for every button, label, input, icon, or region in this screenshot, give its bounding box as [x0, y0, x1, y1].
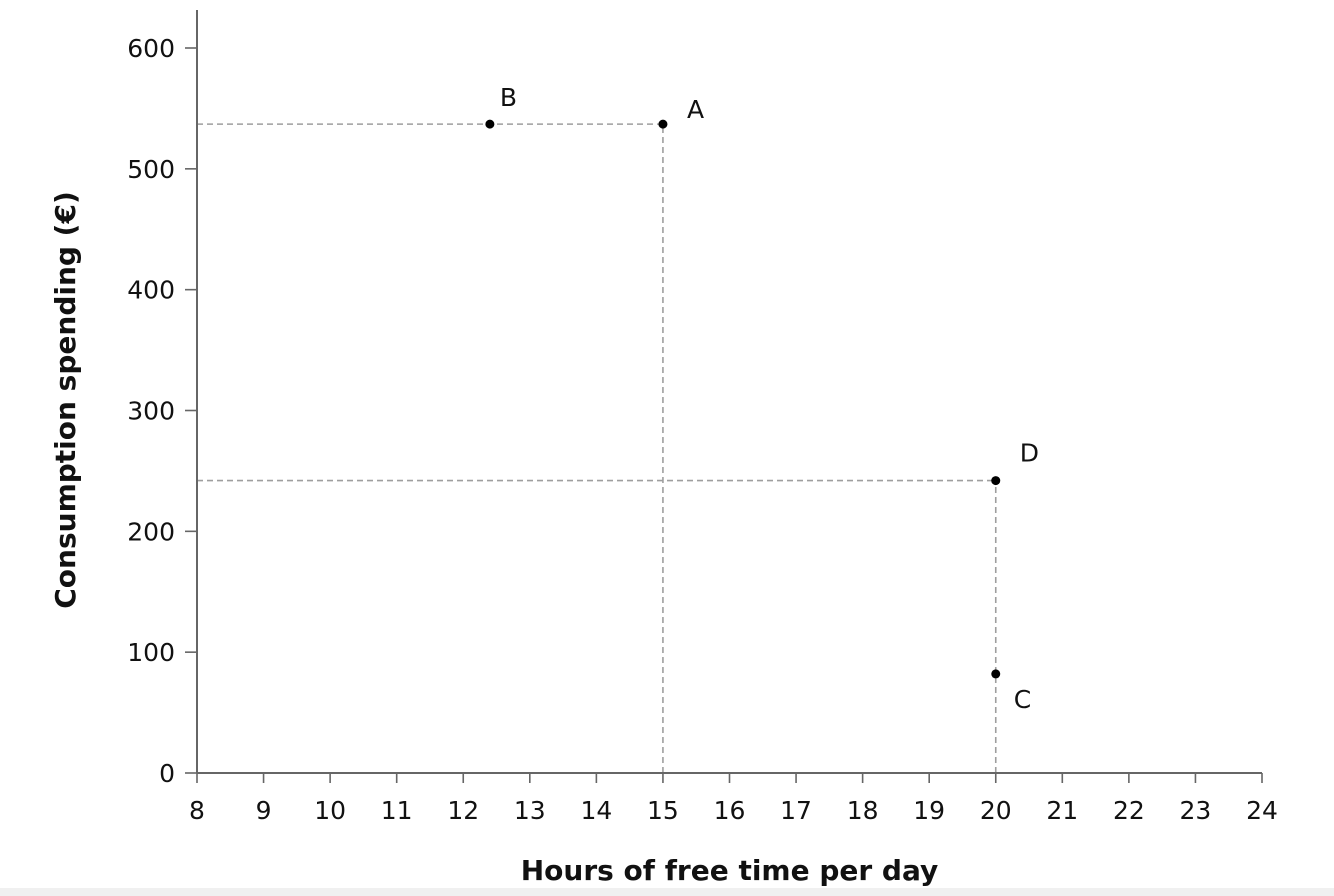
x-tick-label: 17 [780, 796, 812, 825]
y-tick-label: 400 [127, 276, 175, 305]
y-axis-ticks: 0 100 200 300 400 500 600 [127, 34, 197, 788]
x-tick-label: 19 [913, 796, 945, 825]
x-tick-label: 23 [1180, 796, 1212, 825]
y-tick-label: 600 [127, 34, 175, 63]
x-tick-label: 22 [1113, 796, 1145, 825]
point-b [485, 119, 495, 129]
x-tick-label: 13 [514, 796, 546, 825]
guide-lines [197, 123, 997, 773]
point-label-b: B [500, 83, 517, 112]
x-tick-label: 14 [580, 796, 612, 825]
data-points: A B C D [485, 83, 1039, 714]
point-label-c: C [1014, 685, 1031, 714]
x-axis-ticks: 8 9 10 11 12 13 14 15 16 17 18 19 20 21 22 23 24 [189, 773, 1278, 825]
x-tick-label: 24 [1246, 796, 1278, 825]
x-tick-label: 12 [447, 796, 479, 825]
axes [196, 10, 1262, 774]
point-d [991, 476, 1001, 486]
x-tick-label: 16 [714, 796, 746, 825]
point-label-d: D [1020, 439, 1039, 468]
point-a [658, 119, 668, 129]
y-tick-label: 500 [127, 155, 175, 184]
x-tick-label: 15 [647, 796, 679, 825]
x-tick-label: 20 [980, 796, 1012, 825]
y-tick-label: 100 [127, 638, 175, 667]
x-tick-label: 18 [847, 796, 879, 825]
x-tick-label: 10 [314, 796, 346, 825]
x-tick-label: 21 [1046, 796, 1078, 825]
x-tick-label: 9 [256, 796, 272, 825]
y-tick-label: 0 [159, 759, 175, 788]
y-axis-title: Consumption spending (€) [49, 191, 82, 609]
y-tick-label: 200 [127, 517, 175, 546]
point-label-a: A [687, 95, 704, 124]
y-tick-label: 300 [127, 397, 175, 426]
x-tick-label: 8 [189, 796, 205, 825]
point-c [991, 669, 1001, 679]
x-tick-label: 11 [381, 796, 413, 825]
x-axis-title: Hours of free time per day [521, 854, 939, 887]
bottom-strip [0, 888, 1334, 896]
